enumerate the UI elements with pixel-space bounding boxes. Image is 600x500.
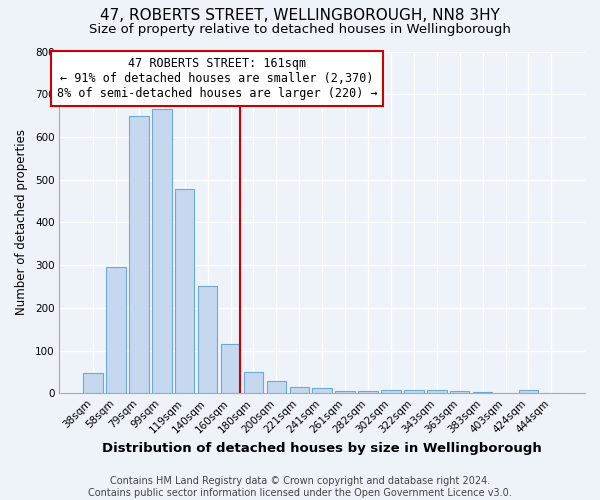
Bar [221, 344, 240, 394]
Text: 47 ROBERTS STREET: 161sqm
← 91% of detached houses are smaller (2,370)
8% of sem: 47 ROBERTS STREET: 161sqm ← 91% of detac… [57, 56, 377, 100]
Bar [358, 391, 378, 394]
Bar [198, 286, 217, 394]
Bar [152, 109, 172, 394]
Text: Contains HM Land Registry data © Crown copyright and database right 2024.
Contai: Contains HM Land Registry data © Crown c… [88, 476, 512, 498]
Bar [427, 390, 446, 394]
Text: 47, ROBERTS STREET, WELLINGBOROUGH, NN8 3HY: 47, ROBERTS STREET, WELLINGBOROUGH, NN8 … [100, 8, 500, 22]
X-axis label: Distribution of detached houses by size in Wellingborough: Distribution of detached houses by size … [103, 442, 542, 455]
Y-axis label: Number of detached properties: Number of detached properties [15, 130, 28, 316]
Text: Size of property relative to detached houses in Wellingborough: Size of property relative to detached ho… [89, 22, 511, 36]
Bar [450, 391, 469, 394]
Bar [83, 374, 103, 394]
Bar [129, 116, 149, 394]
Bar [313, 388, 332, 394]
Bar [244, 372, 263, 394]
Bar [335, 391, 355, 394]
Bar [519, 390, 538, 394]
Bar [175, 189, 194, 394]
Bar [404, 390, 424, 394]
Bar [473, 392, 493, 394]
Bar [381, 390, 401, 394]
Bar [290, 387, 309, 394]
Bar [266, 382, 286, 394]
Bar [106, 268, 126, 394]
